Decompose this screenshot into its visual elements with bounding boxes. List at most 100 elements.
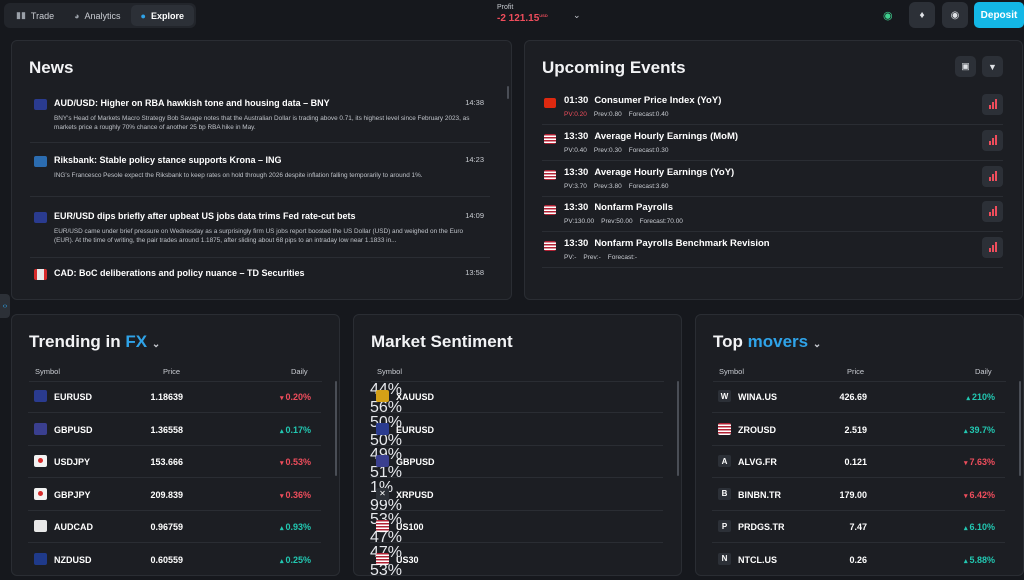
daily-change: ▾ 0.36%: [280, 490, 311, 500]
change-value: 5.88%: [969, 554, 995, 565]
filter-button[interactable]: ▼: [982, 56, 1003, 77]
table-row[interactable]: USDJPY 153.666 ▾ 0.53%: [28, 446, 321, 478]
impact-bars-icon[interactable]: [982, 166, 1003, 187]
table-row[interactable]: GBPJPY 209.839 ▾ 0.36%: [28, 479, 321, 511]
arrow-up-icon: ▴: [964, 525, 970, 532]
col-symbol: Symbol: [35, 367, 61, 376]
trending-scrollbar[interactable]: [335, 381, 337, 476]
flag-us-icon: [376, 520, 389, 532]
col-symbol: Symbol: [377, 367, 403, 376]
news-item[interactable]: CAD: BoC deliberations and policy nuance…: [22, 267, 492, 287]
tab-trade[interactable]: ▮▮ Trade: [6, 5, 64, 26]
change-value: 39.7%: [969, 424, 995, 435]
symbol-price: 0.121: [844, 457, 867, 467]
movers-scrollbar[interactable]: [1019, 381, 1021, 476]
flag-jp-icon: [34, 487, 47, 500]
event-row[interactable]: 13:30 Nonfarm Payrolls PV:130.00 Prev:50.0…: [542, 197, 1003, 232]
symbol-name: WINA.US: [738, 392, 777, 402]
table-row[interactable]: A ALVG.FR 0.121 ▾ 7.63%: [712, 446, 1005, 478]
table-row[interactable]: US10053%47%: [370, 511, 663, 546]
table-row[interactable]: N NTCL.US 0.26 ▴ 5.88%: [712, 544, 1005, 576]
impact-bars-icon[interactable]: [982, 201, 1003, 222]
flag-us-icon: [544, 170, 556, 180]
symbol-name: ZROUSD: [738, 424, 776, 435]
flag-gb-icon: [34, 422, 47, 435]
table-row[interactable]: W WINA.US 426.69 ▴ 210%: [712, 381, 1005, 413]
event-time: 13:30: [564, 238, 589, 249]
event-prev: Prev:0.30: [593, 147, 622, 154]
flag-se-icon: [34, 156, 47, 167]
account-button[interactable]: ◉: [942, 2, 968, 28]
movers-title[interactable]: Top movers ⌄: [713, 332, 821, 352]
notifications-button[interactable]: ♦: [909, 2, 935, 28]
table-row[interactable]: EURUSD 1.18639 ▾ 0.20%: [28, 381, 321, 413]
event-values: PV:130.00 Prev:50.00 Forecast:70.00: [564, 218, 690, 225]
symbol-logo-icon: A: [718, 455, 731, 467]
event-row[interactable]: 13:30 Average Hourly Earnings (YoY) PV:3.…: [542, 162, 1003, 197]
filter-icon: ▼: [988, 61, 997, 72]
news-time: 14:23: [465, 155, 484, 164]
news-item[interactable]: EUR/USD dips briefly after upbeat US job…: [22, 210, 492, 256]
arrow-up-icon: ▴: [964, 557, 970, 565]
arrow-up-icon: ▴: [280, 525, 286, 532]
symbol-name: US30: [396, 554, 419, 565]
sentiment-scrollbar[interactable]: [677, 381, 679, 476]
event-title: 13:30 Average Hourly Earnings (YoY): [564, 167, 734, 178]
table-row[interactable]: XAUUSD44%56%: [370, 381, 663, 416]
table-row[interactable]: GBPUSD 1.36558 ▴ 0.17%: [28, 414, 321, 446]
event-row[interactable]: 13:30 Nonfarm Payrolls Benchmark Revision…: [542, 233, 1003, 268]
calendar-button[interactable]: ▣: [955, 56, 976, 77]
event-row[interactable]: 01:30 Consumer Price Index (YoY) PV:0.20 P…: [542, 90, 1003, 125]
daily-change: ▴ 210%: [967, 392, 996, 402]
profit-display[interactable]: Profit -2 121.15USD: [497, 4, 548, 24]
news-item[interactable]: Riksbank: Stable policy stance supports …: [22, 154, 492, 194]
flag-gb-icon: [376, 455, 389, 467]
trending-title[interactable]: Trending in FX ⌄: [29, 332, 160, 352]
impact-bars-icon[interactable]: [982, 130, 1003, 151]
table-row[interactable]: B BINBN.TR 179.00 ▾ 6.42%: [712, 479, 1005, 511]
daily-change: ▴ 0.93%: [280, 522, 311, 532]
symbol-price: 1.36558: [150, 424, 183, 435]
table-row[interactable]: GBPUSD49%51%: [370, 446, 663, 481]
tab-analytics[interactable]: ◕ Analytics: [64, 5, 130, 26]
symbol-logo-icon: P: [718, 520, 731, 532]
arrow-up-icon: ▴: [280, 557, 286, 565]
impact-bars-icon[interactable]: [982, 237, 1003, 258]
deposit-button[interactable]: Deposit: [974, 2, 1024, 28]
flag-eu-icon: [34, 212, 47, 223]
news-scrollbar[interactable]: [507, 86, 509, 99]
news-item[interactable]: AUD/USD: Higher on RBA hawkish tone and …: [22, 97, 492, 143]
symbol-name: PRDGS.TR: [738, 522, 785, 532]
buy-percent: 99%: [370, 496, 403, 514]
sidebar-toggle[interactable]: ‹›: [0, 294, 10, 318]
table-row[interactable]: ✕XRPUSD1%99%: [370, 479, 663, 514]
table-row[interactable]: AUDCAD 0.96759 ▴ 0.93%: [28, 511, 321, 543]
event-time: 13:30: [564, 167, 589, 178]
event-row[interactable]: 13:30 Average Hourly Earnings (MoM) PV:0.…: [542, 126, 1003, 161]
event-forecast: Forecast:70.00: [639, 218, 683, 225]
symbol-price: 0.26: [849, 554, 867, 565]
daily-change: ▴ 39.7%: [964, 425, 995, 435]
arrow-down-icon: ▾: [964, 492, 970, 500]
movers-category: movers: [747, 332, 809, 351]
tab-explore[interactable]: ● Explore: [130, 5, 194, 26]
news-body: BNY's Head of Markets Macro Strategy Bob…: [54, 115, 470, 131]
top-bar: ▮▮ Trade ◕ Analytics ● Explore Profit -2 12…: [0, 0, 1024, 31]
event-name: Average Hourly Earnings (YoY): [594, 167, 735, 178]
table-row[interactable]: NZDUSD 0.60559 ▴ 0.25%: [28, 544, 321, 576]
event-time: 01:30: [564, 95, 589, 106]
divider: [371, 381, 664, 382]
table-row[interactable]: ZROUSD 2.519 ▴ 39.7%: [712, 414, 1005, 446]
flag-x-icon: ✕: [376, 487, 389, 500]
divider: [713, 381, 1006, 382]
daily-change: ▴ 5.88%: [964, 555, 995, 565]
symbol-price: 179.00: [839, 489, 867, 500]
bar-chart-icon: ▮▮: [16, 10, 26, 20]
table-row[interactable]: P PRDGS.TR 7.47 ▴ 6.10%: [712, 511, 1005, 543]
symbol-name: AUDCAD: [54, 522, 93, 532]
chevron-down-icon[interactable]: ⌄: [573, 10, 581, 20]
impact-bars-icon[interactable]: [982, 94, 1003, 115]
table-row[interactable]: US3047%53%: [370, 544, 663, 579]
change-value: 6.42%: [969, 489, 995, 500]
